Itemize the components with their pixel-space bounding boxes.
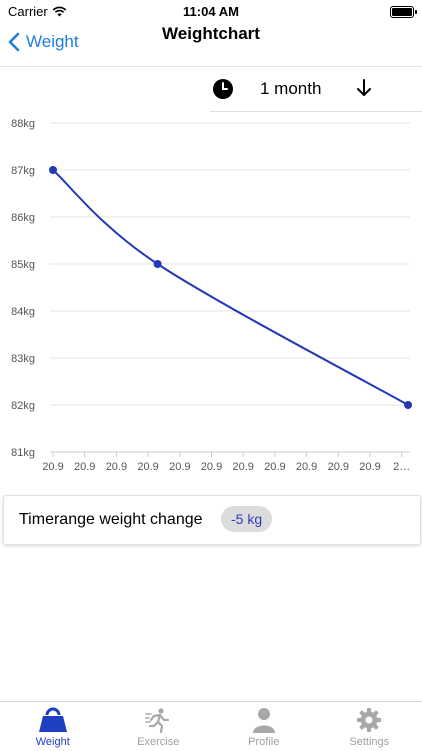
tab-settings-label: Settings	[349, 736, 389, 748]
weight-icon	[38, 707, 68, 733]
x-tick-label: 20.9	[264, 461, 285, 473]
data-points	[49, 166, 412, 409]
x-tick-label: 20.9	[42, 461, 63, 473]
clock-icon	[212, 78, 234, 100]
x-tick-label: 20.9	[169, 461, 190, 473]
y-tick-label: 85kg	[11, 259, 35, 271]
y-tick-label: 83kg	[11, 353, 35, 365]
status-bar: Carrier 11:04 AM	[0, 0, 422, 22]
tab-weight[interactable]: Weight	[0, 702, 106, 751]
tab-settings[interactable]: Settings	[317, 702, 422, 751]
y-tick-label: 88kg	[11, 118, 35, 130]
data-point	[404, 401, 412, 409]
x-tick-label: 2…	[393, 461, 410, 473]
series-line	[53, 170, 408, 405]
navigation-bar: Weight Weightchart	[0, 22, 422, 67]
tab-bar: Weight Exercise Profile	[0, 701, 422, 751]
running-person-icon	[145, 707, 171, 733]
weight-change-card: Timerange weight change -5 kg	[3, 495, 421, 545]
data-point	[154, 260, 162, 268]
gear-icon	[356, 707, 382, 733]
y-tick-label: 81kg	[11, 447, 35, 459]
battery-icon	[390, 6, 414, 18]
data-point	[49, 166, 57, 174]
tab-weight-label: Weight	[36, 736, 70, 748]
weight-change-label: Timerange weight change	[19, 511, 203, 529]
y-tick-label: 84kg	[11, 306, 35, 318]
x-tick-label: 20.9	[137, 461, 158, 473]
x-tick-label: 20.9	[328, 461, 349, 473]
status-time: 11:04 AM	[0, 4, 422, 19]
arrow-down-icon[interactable]	[356, 78, 372, 98]
x-tick-label: 20.9	[106, 461, 127, 473]
tab-profile-label: Profile	[248, 736, 279, 748]
y-tick-label: 86kg	[11, 212, 35, 224]
x-tick-label: 20.9	[201, 461, 222, 473]
page-title: Weightchart	[0, 24, 422, 44]
tab-exercise-label: Exercise	[137, 736, 179, 748]
y-tick-label: 87kg	[11, 165, 35, 177]
x-tick-label: 20.9	[359, 461, 380, 473]
chart-gridlines	[50, 123, 410, 452]
tab-exercise[interactable]: Exercise	[106, 702, 212, 751]
person-icon	[251, 707, 277, 733]
x-tick-label: 20.9	[296, 461, 317, 473]
y-tick-label: 82kg	[11, 400, 35, 412]
x-tick-label: 20.9	[74, 461, 95, 473]
tab-profile[interactable]: Profile	[211, 702, 317, 751]
x-tick-label: 20.9	[232, 461, 253, 473]
x-axis-labels: 20.9 20.9 20.9 20.9 20.9 20.9 20.9 20.9 20.9 20.9…	[42, 452, 410, 473]
y-axis-labels: 88kg 87kg 86kg 85kg 84kg 83kg 82kg 81kg	[11, 118, 35, 459]
timerange-selector[interactable]: 1 month	[210, 67, 422, 112]
weight-change-badge: -5 kg	[221, 506, 272, 532]
timerange-label: 1 month	[260, 79, 321, 99]
